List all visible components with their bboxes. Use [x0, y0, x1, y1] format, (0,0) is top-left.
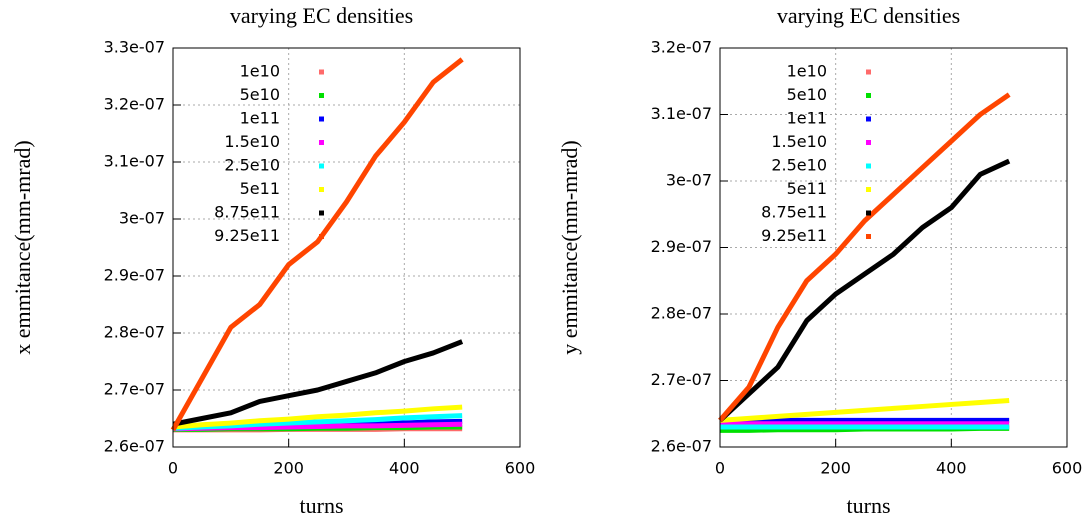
- y-tick-label: 3.1e-07: [104, 152, 165, 171]
- y-tick-label: 2.8e-07: [651, 304, 712, 323]
- x-axis-label: turns: [847, 493, 891, 518]
- y-tick-label: 3.2e-07: [651, 38, 712, 57]
- legend-marker: [866, 116, 871, 122]
- legend-label: 8.75e11: [761, 203, 827, 222]
- series-line: [718, 92, 1011, 423]
- chart-title: varying EC densities: [230, 3, 413, 28]
- series-line: [172, 339, 464, 427]
- legend-label: 1e10: [240, 62, 280, 81]
- legend-label: 1e10: [787, 62, 827, 81]
- series-line: [172, 413, 463, 431]
- y-tick-label: 3.1e-07: [651, 104, 712, 123]
- legend-label: 8.75e11: [214, 203, 280, 222]
- y-tick-label: 2.7e-07: [104, 380, 165, 399]
- x-tick-label: 0: [715, 459, 725, 478]
- legend-marker: [319, 210, 324, 216]
- legend-label: 5e10: [240, 85, 280, 104]
- legend-label: 2.5e10: [224, 156, 280, 175]
- legend-marker: [866, 140, 871, 145]
- legend-label: 1.5e10: [771, 132, 827, 151]
- chart-title: varying EC densities: [777, 3, 960, 28]
- legend-marker: [319, 93, 324, 98]
- x-tick-label: 200: [273, 459, 304, 478]
- legend-label: 9.25e11: [761, 226, 827, 245]
- y-axis-label: y emmitance(mm-mrad): [557, 140, 582, 354]
- legend-marker: [319, 140, 324, 145]
- legend-label: 2.5e10: [771, 156, 827, 175]
- x-tick-label: 400: [936, 459, 967, 478]
- series-line: [719, 397, 1010, 423]
- series-line: [718, 158, 1011, 423]
- legend-marker: [319, 234, 324, 239]
- x-axis-label: turns: [300, 493, 344, 518]
- y-tick-label: 3.3e-07: [104, 38, 165, 57]
- legend-marker: [319, 69, 324, 75]
- legend-label: 5e10: [787, 85, 827, 104]
- legend-label: 5e11: [787, 179, 827, 198]
- y-tick-label: 2.7e-07: [651, 370, 712, 389]
- legend-marker: [319, 187, 324, 192]
- series-line: [172, 404, 463, 430]
- legend-label: 9.25e11: [214, 226, 280, 245]
- legend-marker: [866, 93, 871, 98]
- legend-marker: [866, 210, 871, 216]
- x-tick-label: 600: [1052, 459, 1083, 478]
- legend-marker: [319, 116, 324, 122]
- legend-marker: [866, 187, 871, 192]
- x-tick-label: 200: [820, 459, 851, 478]
- plot-frame: [172, 47, 521, 448]
- legend-label: 1e11: [240, 109, 280, 128]
- legend-label: 1.5e10: [224, 132, 280, 151]
- y-axis-label: x emmitance(mm-mrad): [10, 140, 35, 354]
- legend-marker: [319, 163, 324, 169]
- series-line: [170, 57, 464, 432]
- y-tick-label: 2.9e-07: [651, 237, 712, 256]
- y-tick-label: 3.2e-07: [104, 95, 165, 114]
- legend-marker: [866, 69, 871, 75]
- y-tick-label: 2.6e-07: [104, 437, 165, 456]
- x-tick-label: 0: [168, 459, 178, 478]
- y-tick-label: 2.6e-07: [651, 437, 712, 456]
- legend-marker: [866, 163, 871, 169]
- legend-label: 1e11: [787, 109, 827, 128]
- x-tick-label: 600: [505, 459, 536, 478]
- plot-frame: [719, 47, 1068, 448]
- y-tick-label: 2.8e-07: [104, 323, 165, 342]
- y-tick-label: 3e-07: [119, 209, 165, 228]
- y-tick-label: 3e-07: [666, 171, 712, 190]
- legend-marker: [866, 234, 871, 239]
- legend-label: 5e11: [240, 179, 280, 198]
- y-tick-label: 2.9e-07: [104, 266, 165, 285]
- x-tick-label: 400: [389, 459, 420, 478]
